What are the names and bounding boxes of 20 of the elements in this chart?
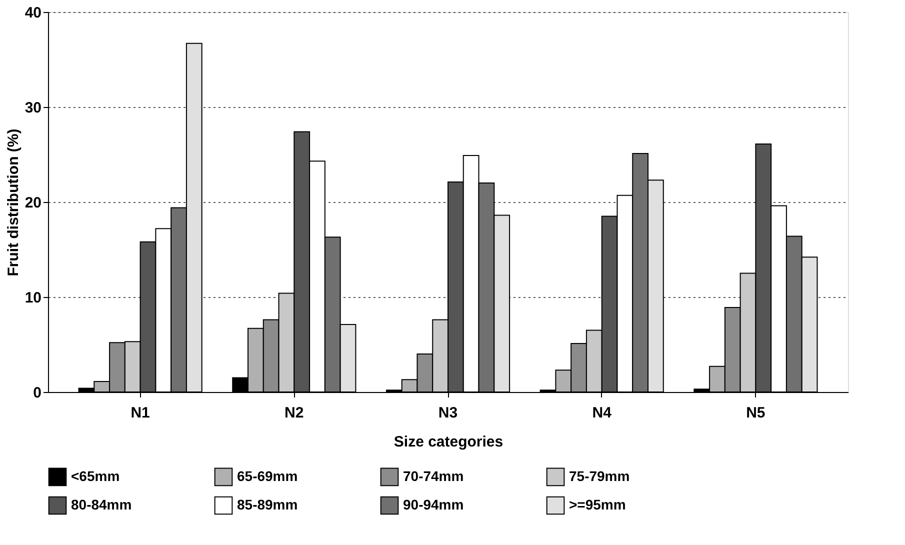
- x-tick-label: N5: [746, 404, 766, 422]
- y-tick-label: 30: [24, 100, 42, 116]
- x-tick-label: N3: [438, 404, 458, 422]
- x-tick-label: N1: [130, 404, 150, 422]
- legend-label: 65-69mm: [237, 468, 298, 484]
- legend-label: 75-79mm: [569, 468, 630, 484]
- legend-label: >=95mm: [569, 496, 626, 512]
- x-tick-label: N2: [284, 404, 304, 422]
- legend-label: 90-94mm: [403, 496, 464, 512]
- x-tick-label: N4: [592, 404, 612, 422]
- y-tick-label: 40: [24, 4, 42, 22]
- legend-label: <65mm: [71, 468, 120, 484]
- legend-label: 80-84mm: [71, 496, 132, 512]
- y-axis-title: Fruit distribution (%): [4, 128, 22, 276]
- y-tick-label: 10: [24, 290, 42, 306]
- y-tick-label: 0: [33, 384, 42, 402]
- legend-label: 85-89mm: [237, 496, 298, 512]
- x-axis-title: Size categories: [394, 434, 504, 450]
- legend-label: 70-74mm: [403, 468, 464, 484]
- y-tick-label: 20: [24, 194, 42, 212]
